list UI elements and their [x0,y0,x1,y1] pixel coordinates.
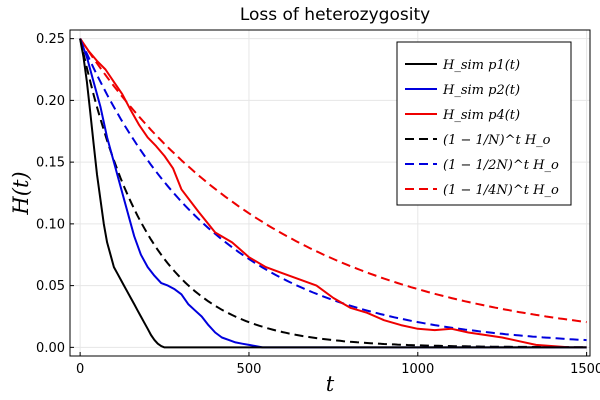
x-tick-label: 500 [237,362,262,377]
legend-box [396,41,572,206]
plot-frame [69,29,591,357]
legend-label-4: (1 − 1/N)^t H_o [443,133,551,148]
series-line-3 [79,38,587,349]
y-tick-label: 0.15 [36,156,65,171]
y-tick-label: 0.25 [36,32,65,47]
legend: H_sim p1(t) H_sim p2(t) H_sim p4(t) (1 − 1/… [396,41,572,206]
legend-label-2: H_sim p2(t) [442,83,520,98]
x-tick-label: 1500 [570,362,600,377]
legend-label-5: (1 − 1/2N)^t H_o [443,158,559,173]
x-axis-label: t [326,372,335,396]
x-axis-ticks: 0 500 1000 1500 [76,352,600,377]
x-tick-label: 0 [76,362,84,377]
y-tick-label: 0.00 [36,341,65,356]
series-line-6 [79,38,587,324]
y-axis-ticks: 0.00 0.05 0.10 0.15 0.20 0.25 [36,32,74,356]
series-line-1 [79,38,587,349]
legend-label-3: H_sim p4(t) [442,108,520,123]
legend-label-6: (1 − 1/4N)^t H_o [443,183,559,198]
y-tick-label: 0.05 [36,279,65,294]
y-axis-label: H(t) [9,171,33,215]
y-tick-label: 0.10 [36,217,65,232]
legend-label-1: H_sim p1(t) [442,58,520,73]
y-tick-label: 0.20 [36,94,65,109]
chart-title: Loss of heterozygosity [240,5,430,25]
x-tick-label: 1000 [401,362,434,377]
series-line-5 [79,38,587,342]
series-layer [79,38,587,349]
